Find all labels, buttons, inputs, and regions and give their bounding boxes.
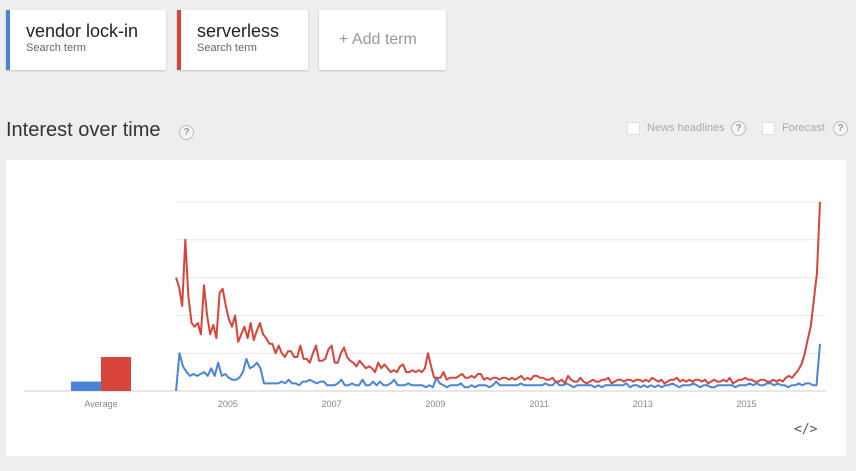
series-lines <box>175 201 821 392</box>
chart-grid <box>24 201 826 392</box>
x-tick-label: 2011 <box>529 399 548 409</box>
help-icon[interactable]: ? <box>179 125 194 140</box>
x-tick-label: 2013 <box>633 399 653 409</box>
term-card-vendor-lock-in[interactable]: vendor lock-in Search term <box>6 10 166 70</box>
average-bars: Average <box>71 356 131 409</box>
term-name: serverless <box>197 21 280 41</box>
news-headlines-label: News headlines <box>647 122 725 134</box>
interest-over-time-chart: Average 2005 2007 2009 2011 2013 2015 </> <box>6 160 846 456</box>
average-bar-0 <box>71 381 101 391</box>
average-bar-1 <box>101 356 131 391</box>
term-subtitle: Search term <box>26 42 86 54</box>
news-headlines-checkbox[interactable] <box>627 122 640 135</box>
forecast-help-icon[interactable]: ? <box>833 121 848 136</box>
term-name: vendor lock-in <box>26 21 139 41</box>
term-card-serverless[interactable]: serverless Search term <box>177 10 308 70</box>
term-color-stripe <box>6 10 10 70</box>
add-term-label: + Add term <box>339 31 417 48</box>
series-line-0 <box>175 343 821 392</box>
forecast-label: Forecast <box>782 122 825 134</box>
news-headlines-help-icon[interactable]: ? <box>731 121 746 136</box>
x-tick-label: 2007 <box>322 399 342 409</box>
term-subtitle: Search term <box>197 42 257 54</box>
x-tick-label: 2015 <box>737 399 757 409</box>
embed-icon[interactable]: </> <box>794 422 818 437</box>
x-tick-label: 2005 <box>218 399 238 409</box>
series-line-1 <box>175 201 821 385</box>
section-title: Interest over time <box>6 119 161 141</box>
x-axis-ticks: 2005 2007 2009 2011 2013 2015 <box>218 399 757 409</box>
chart-svg: Average 2005 2007 2009 2011 2013 2015 <box>24 201 826 409</box>
average-label: Average <box>84 399 117 409</box>
x-tick-label: 2009 <box>425 399 445 409</box>
term-color-stripe <box>177 10 181 70</box>
forecast-checkbox[interactable] <box>762 122 775 135</box>
add-term-button[interactable]: + Add term <box>319 10 446 70</box>
